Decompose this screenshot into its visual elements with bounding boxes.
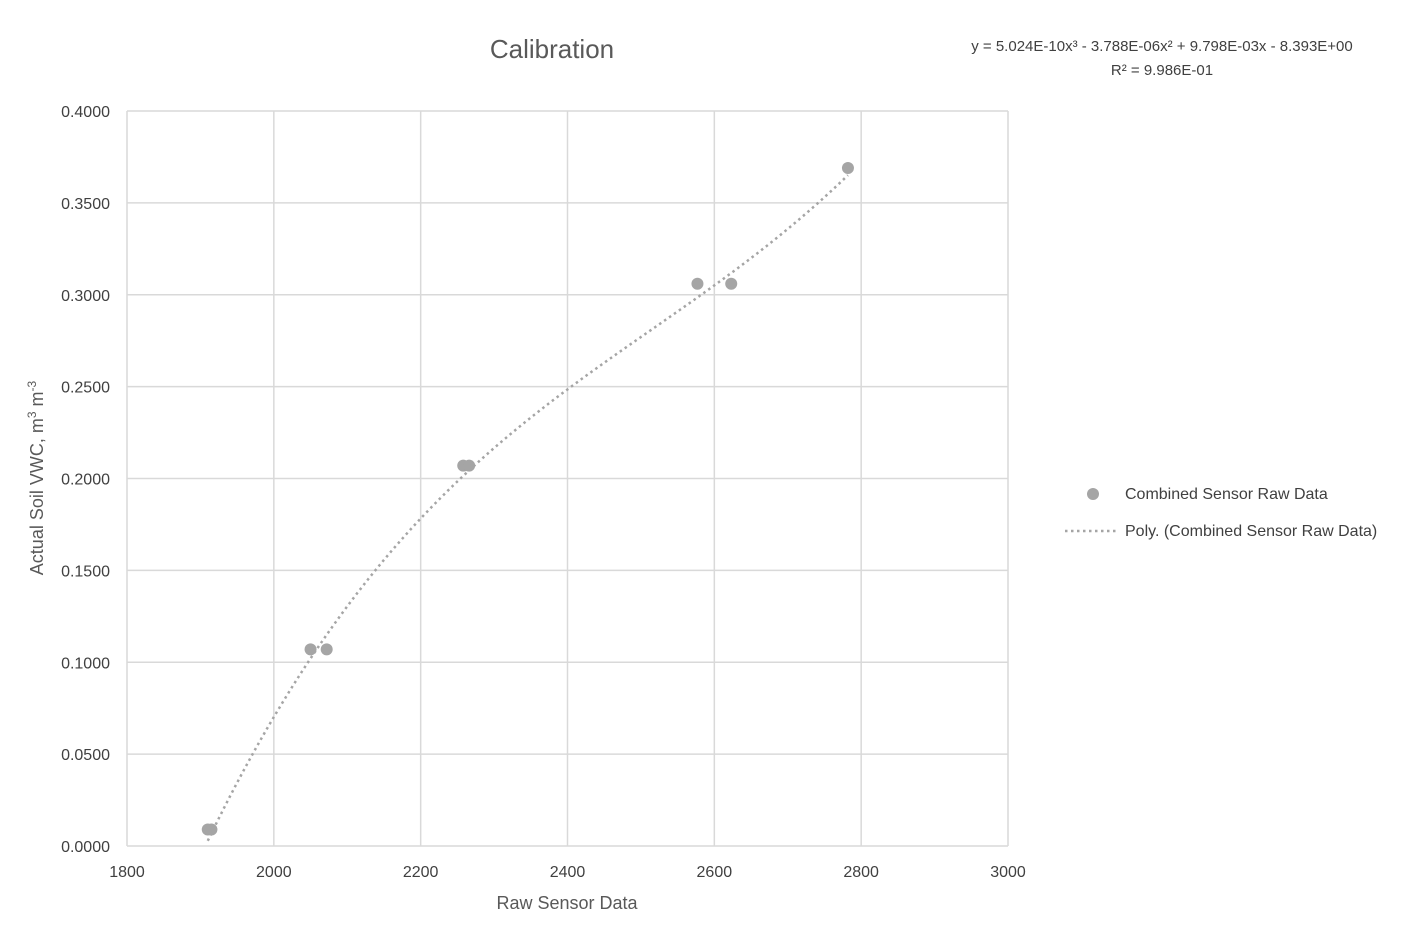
- y-tick-label: 0.0500: [61, 747, 110, 764]
- x-tick-label: 2000: [256, 864, 292, 881]
- grid: [126, 110, 1009, 847]
- y-tick-label: 0.3500: [61, 196, 110, 213]
- data-point: [463, 459, 476, 472]
- y-tick-label: 0.0000: [61, 839, 110, 856]
- trendline-layer: [206, 174, 849, 842]
- y-axis-title: Actual Soil VWC, m3 m-3: [25, 380, 47, 575]
- legend-label-trendline: Poly. (Combined Sensor Raw Data): [1125, 523, 1377, 540]
- data-points: [201, 161, 854, 836]
- data-point: [841, 161, 854, 174]
- x-tick-label: 2600: [697, 864, 733, 881]
- trendline-equation: y = 5.024E-10x³ - 3.788E-06x² + 9.798E-0…: [971, 38, 1353, 55]
- x-tick-label: 2800: [843, 864, 879, 881]
- r-squared-label: R² = 9.986E-01: [1111, 62, 1213, 79]
- y-tick-label: 0.2000: [61, 472, 110, 489]
- x-tick-label: 3000: [990, 864, 1026, 881]
- x-tick-label: 2200: [403, 864, 439, 881]
- chart-title: Calibration: [490, 34, 614, 64]
- y-tick-label: 0.4000: [61, 104, 110, 121]
- x-tick-label: 2400: [550, 864, 586, 881]
- legend-marker-icon: [1087, 488, 1099, 500]
- trendline: [206, 174, 849, 842]
- data-point: [320, 643, 333, 656]
- y-tick-label: 0.1500: [61, 563, 110, 580]
- legend: Combined Sensor Raw Data Poly. (Combined…: [1065, 486, 1377, 540]
- data-point: [725, 277, 738, 290]
- x-tick-label: 1800: [109, 864, 145, 881]
- y-tick-label: 0.3000: [61, 288, 110, 305]
- tick-labels: 0.0000 0.0500 0.1000 0.1500 0.2000 0.2500 0.30…: [61, 104, 1026, 881]
- y-tick-label: 0.1000: [61, 655, 110, 672]
- data-point: [205, 823, 218, 836]
- y-tick-label: 0.2500: [61, 380, 110, 397]
- x-axis-title: Raw Sensor Data: [496, 893, 638, 913]
- data-point: [304, 643, 317, 656]
- data-point: [691, 277, 704, 290]
- legend-label-data: Combined Sensor Raw Data: [1125, 486, 1328, 503]
